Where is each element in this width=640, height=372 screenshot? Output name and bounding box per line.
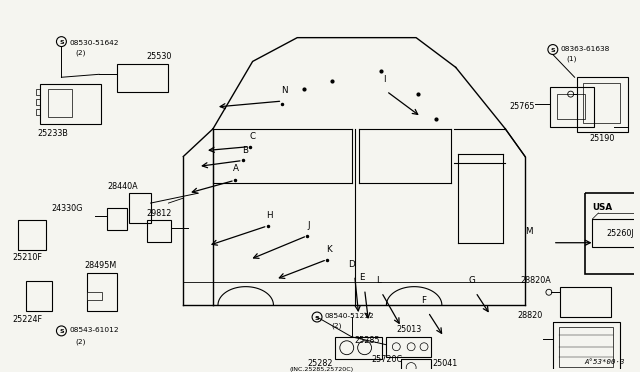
Text: E: E [359, 273, 364, 282]
Text: 25013: 25013 [396, 325, 422, 334]
Text: N: N [281, 86, 287, 95]
Bar [129, 193, 150, 223]
Bar [87, 273, 117, 311]
Text: 25210F: 25210F [12, 253, 42, 262]
Text: B: B [242, 145, 248, 154]
Text: 25041: 25041 [432, 359, 457, 368]
Bar [335, 337, 383, 359]
Text: G: G [468, 276, 475, 285]
Bar [147, 220, 172, 242]
Bar [584, 193, 640, 275]
Bar [87, 292, 102, 300]
Text: S: S [315, 315, 319, 321]
Bar [593, 219, 640, 247]
Text: (1): (1) [566, 55, 577, 62]
Text: F: F [422, 296, 426, 305]
Bar [560, 287, 611, 317]
Text: (2): (2) [76, 339, 86, 345]
Text: 24330G: 24330G [51, 204, 83, 213]
Text: 28440A: 28440A [107, 182, 138, 191]
Bar [557, 94, 584, 119]
Bar [40, 84, 101, 124]
Text: K: K [326, 245, 332, 254]
Text: M: M [525, 227, 533, 236]
Bar [577, 77, 628, 132]
Text: 25282: 25282 [307, 359, 333, 368]
Bar [36, 99, 40, 105]
Bar [18, 220, 45, 250]
Text: D: D [348, 260, 355, 269]
Text: 25530: 25530 [147, 52, 172, 61]
Text: 25720C: 25720C [372, 355, 403, 364]
Text: I: I [383, 75, 386, 84]
Text: 08530-51642: 08530-51642 [69, 40, 119, 46]
Text: 08543-61012: 08543-61012 [69, 327, 119, 333]
Text: H: H [266, 211, 273, 220]
Bar [117, 64, 168, 92]
Text: 25233B: 25233B [38, 129, 68, 138]
Text: 28820A: 28820A [520, 276, 551, 285]
Bar [387, 337, 431, 357]
Text: 25260J: 25260J [606, 229, 634, 238]
Text: 29812: 29812 [147, 209, 172, 218]
Bar [582, 83, 620, 123]
Text: 25224F: 25224F [12, 315, 42, 324]
Bar [550, 87, 595, 127]
Text: L: L [376, 276, 381, 285]
Text: 08363-61638: 08363-61638 [561, 46, 610, 52]
Bar [26, 281, 51, 311]
Text: C: C [250, 132, 256, 141]
Text: A°53*00·3: A°53*00·3 [584, 359, 625, 365]
Bar [107, 208, 127, 230]
Text: 25285: 25285 [355, 336, 380, 345]
Bar [553, 322, 620, 372]
Bar [559, 327, 613, 366]
Bar [401, 359, 431, 372]
Text: S: S [550, 48, 555, 53]
Bar [47, 89, 72, 117]
Text: 25765: 25765 [509, 103, 535, 112]
Text: J: J [308, 221, 310, 230]
Bar [36, 109, 40, 115]
Text: S: S [59, 329, 64, 334]
Text: (2): (2) [331, 323, 341, 330]
Text: (2): (2) [76, 49, 86, 56]
Bar [36, 89, 40, 95]
Text: USA: USA [593, 203, 612, 212]
Text: 25190: 25190 [589, 134, 614, 143]
Text: 28495M: 28495M [84, 262, 116, 270]
Text: 28820: 28820 [518, 311, 543, 320]
Text: (INC.25285,25720C): (INC.25285,25720C) [289, 366, 353, 372]
Text: A: A [233, 164, 239, 173]
Text: 08540-51212: 08540-51212 [325, 313, 374, 319]
Text: S: S [59, 40, 64, 45]
